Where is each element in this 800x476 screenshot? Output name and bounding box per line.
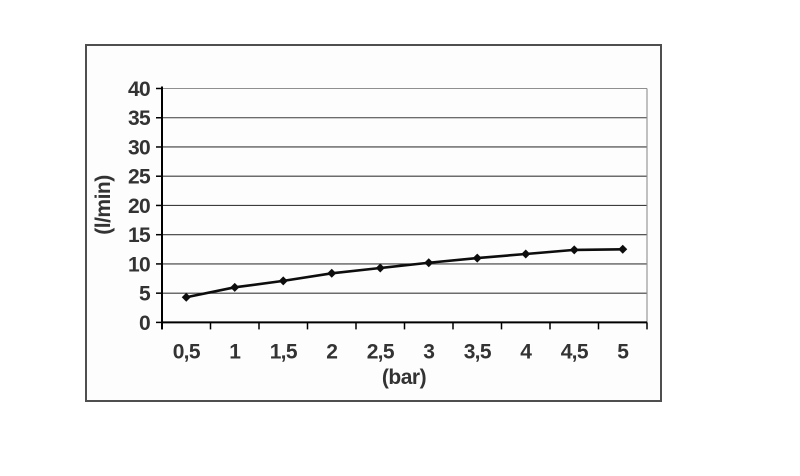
x-tick-label: 1	[229, 340, 241, 363]
data-point-marker	[375, 263, 385, 273]
chart-frame: 0 5 10 15 20 25 30 35 40 0,5 1 1,5 2 2,5 3 3,5 4 4,5 5 (l/…	[85, 44, 662, 402]
y-tick-label: 15	[128, 224, 151, 247]
x-axis-title: (bar)	[382, 366, 426, 389]
x-tick-label: 2	[326, 340, 337, 363]
data-point-marker	[618, 244, 628, 254]
chart-plot-area: 0 5 10 15 20 25 30 35 40 0,5 1 1,5 2 2,5 3 3,5 4 4,5 5	[128, 78, 648, 363]
data-point-marker	[327, 268, 337, 278]
data-point-marker	[521, 249, 531, 259]
y-axis-title: (l/min)	[92, 175, 115, 235]
x-tick-label: 2,5	[367, 340, 395, 363]
series-line	[184, 248, 625, 299]
flow-rate-chart: 0 5 10 15 20 25 30 35 40 0,5 1 1,5 2 2,5 3 3,5 4 4,5 5 (l/…	[92, 78, 648, 389]
y-tick-label: 30	[128, 136, 150, 159]
x-tick-label: 1,5	[270, 340, 298, 363]
y-tick-label: 40	[128, 78, 150, 101]
y-tick-label: 25	[128, 166, 151, 189]
data-point-marker	[278, 276, 288, 286]
x-tick-label: 5	[617, 340, 629, 363]
data-point-marker	[230, 282, 240, 292]
y-tick-label: 35	[128, 107, 151, 130]
data-point-marker	[472, 253, 482, 263]
data-point-marker	[424, 258, 434, 268]
y-tick-label: 10	[128, 253, 150, 276]
x-tick-label: 4	[520, 340, 532, 363]
x-tick-label: 4,5	[561, 340, 589, 363]
y-tick-label: 5	[139, 283, 151, 306]
data-point-marker	[569, 245, 579, 255]
x-tick-label: 0,5	[173, 340, 201, 363]
data-point-marker	[181, 292, 191, 302]
x-tick-label: 3,5	[464, 340, 492, 363]
y-tick-label: 20	[128, 195, 150, 218]
y-tick-label: 0	[139, 312, 150, 335]
x-tick-label: 3	[423, 340, 434, 363]
